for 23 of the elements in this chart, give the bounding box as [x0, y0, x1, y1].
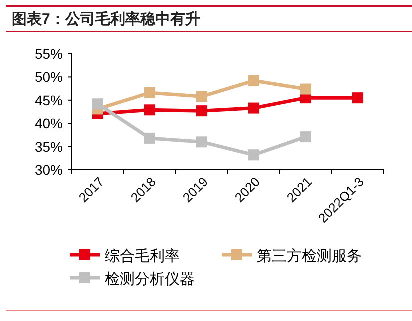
point: [196, 136, 208, 148]
y-tick-label: 35%: [34, 138, 63, 155]
y-tick-label: 55%: [34, 46, 63, 62]
point: [300, 132, 312, 143]
point: [144, 104, 156, 116]
point: [144, 87, 156, 98]
point: [248, 75, 260, 86]
legend-label: 综合毛利率: [105, 248, 180, 265]
chart-title: 图表7：公司毛利率稳中有升: [12, 10, 200, 28]
point: [300, 84, 312, 95]
point: [248, 150, 260, 161]
point: [92, 98, 104, 110]
point: [196, 106, 208, 117]
y-tick-label: 30%: [34, 162, 63, 178]
point: [144, 132, 156, 144]
y-tick-label: 50%: [34, 69, 63, 86]
point: [248, 102, 260, 114]
y-tick-label: 40%: [34, 116, 63, 132]
legend-label: 检测分析仪器: [105, 271, 195, 288]
legend-label: 第三方检测服务: [257, 248, 362, 265]
point: [352, 92, 364, 104]
point: [196, 91, 208, 102]
y-tick-label: 45%: [34, 92, 63, 108]
